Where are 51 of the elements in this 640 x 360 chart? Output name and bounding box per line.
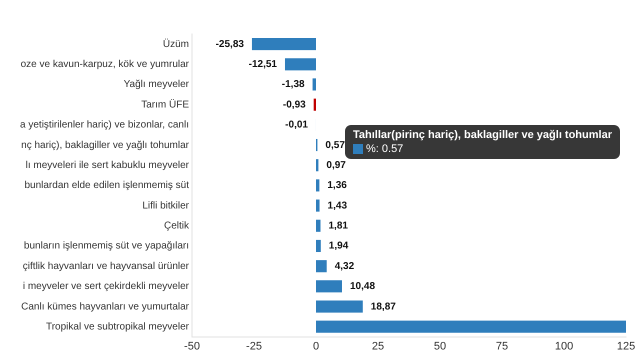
y-tick-label: Çeltik <box>164 220 190 232</box>
x-tick-label: 0 <box>312 340 320 352</box>
y-tick-label: bunların işlenmemiş süt ve yapağıları <box>24 240 189 252</box>
y-tick-label: Tarım ÜFE <box>141 98 190 110</box>
x-tick-label: 50 <box>434 340 446 352</box>
data-label: 10,48 <box>350 281 376 292</box>
bar <box>316 240 321 252</box>
x-tick-label: 75 <box>496 340 508 352</box>
y-tick-label: bunlardan elde edilen işlenmemiş süt <box>24 180 190 192</box>
x-tick-label: 100 <box>554 340 574 352</box>
x-tick-label: 25 <box>372 340 384 352</box>
bar <box>316 179 320 192</box>
bar <box>316 220 320 232</box>
bar <box>316 260 327 272</box>
annotation: %: 0.57 <box>366 143 404 155</box>
y-tick-label: Tropikal ve subtropikal meyveler <box>46 321 190 332</box>
x-tick-label: 125 <box>616 340 636 352</box>
y-tick-label: Yağlı meyveler <box>124 79 190 90</box>
data-label: 1,81 <box>328 220 348 232</box>
data-label: -0,93 <box>282 99 306 110</box>
bar <box>316 200 320 212</box>
y-tick-label: çiftlik hayvanları ve hayvansal ürünler <box>22 260 190 272</box>
bar <box>316 300 363 313</box>
data-label: -1,38 <box>282 79 306 90</box>
x-tick-label: -25 <box>246 340 262 352</box>
data-label: 4,32 <box>334 260 355 272</box>
bar <box>316 280 342 292</box>
data-label: 1,36 <box>327 180 348 192</box>
y-tick-label: Lifli bitkiler <box>142 200 190 212</box>
y-tick-label: i meyveler ve sert çekirdekli meyveler <box>22 281 190 292</box>
bar <box>316 320 626 333</box>
data-label: 18,87 <box>370 301 396 312</box>
bar <box>252 38 316 50</box>
tooltip-box: Tahıllar(pirinç hariç), baklagiller ve yağlı tohumlar %: 0.57 <box>345 125 620 159</box>
x-tick-label: -50 <box>184 340 200 352</box>
bar <box>284 58 316 70</box>
data-label: 0,97 <box>326 160 346 171</box>
bar <box>312 78 316 91</box>
y-tick-label: lı meyveleri ile sert kabuklu meyveler <box>26 160 190 171</box>
data-label: 0,57 <box>325 140 346 151</box>
annotation: Tahıllar(pirinç hariç), baklagiller ve yağlı tohumlar <box>353 129 612 141</box>
data-label: -0,01 <box>285 120 308 131</box>
y-tick-label: nç hariç), baklagiller ve yağlı tohumlar <box>21 140 190 151</box>
data-label: 1,94 <box>328 240 349 252</box>
y-tick-label: a yetiştirilenler hariç) ve bizonlar, canlı <box>20 120 189 131</box>
y-tick-label: oze ve kavun-karpuz, kök ve yumrular <box>20 59 190 70</box>
data-label: -25,83 <box>216 38 244 50</box>
data-label: -12,51 <box>248 59 278 70</box>
y-tick-label: Canlı kümes hayvanları ve yumurtalar <box>21 301 190 312</box>
data-label: 1,43 <box>328 200 348 212</box>
y-tick-label: Üzüm <box>162 38 189 50</box>
